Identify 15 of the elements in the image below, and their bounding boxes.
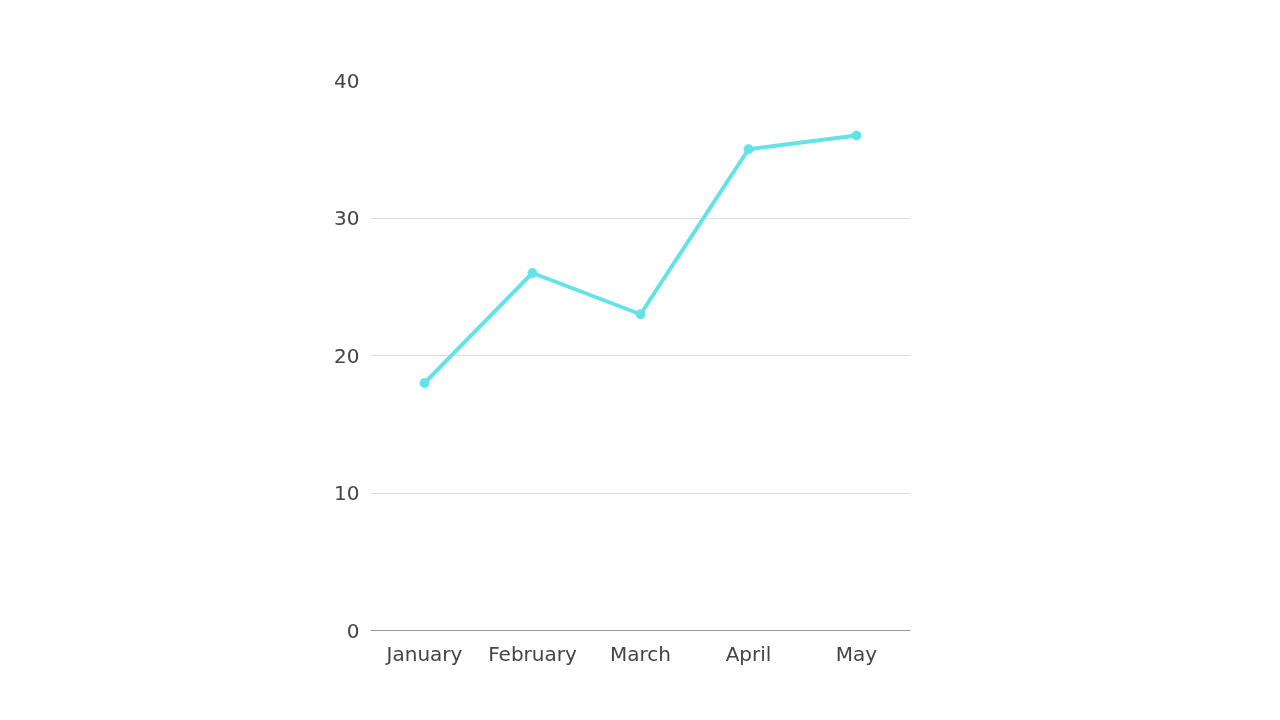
y-tick-label: 10 [334, 481, 360, 505]
y-tick-label: 30 [334, 206, 360, 230]
point [851, 130, 862, 141]
x-tick-label: February [488, 641, 577, 666]
y-tick-label: 40 [334, 68, 360, 93]
x-tick-label: March [610, 641, 671, 666]
point [743, 144, 754, 155]
x-tick-label: April [725, 641, 772, 666]
x-tick-label: May [835, 641, 878, 666]
point [527, 268, 538, 278]
point [419, 378, 430, 388]
y-tick-label: 0 [346, 618, 360, 643]
x-tick-label: January [384, 641, 463, 666]
point [635, 309, 646, 320]
y-tick-label: 20 [334, 343, 360, 368]
